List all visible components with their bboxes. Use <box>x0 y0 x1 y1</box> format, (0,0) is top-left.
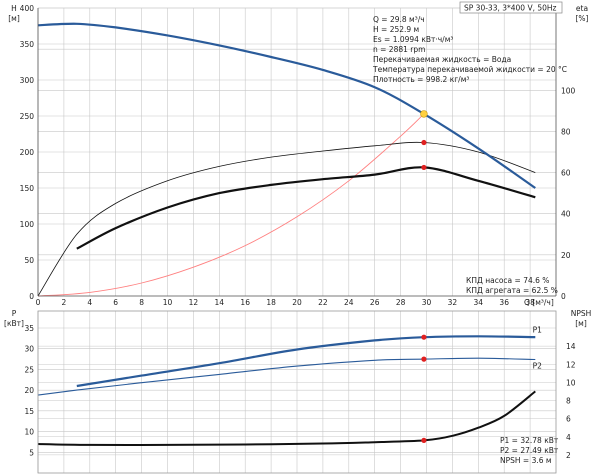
x-tick-label: 36 <box>499 298 509 307</box>
x-tick-label: 30 <box>422 298 432 307</box>
info-line: Плотность = 998.2 кг/м³ <box>373 75 469 84</box>
y-tick-label: 350 <box>20 40 35 49</box>
y-tick-label: 10 <box>24 428 34 437</box>
y-tick-label: 300 <box>20 76 35 85</box>
unit-efficiency-curve <box>76 166 536 250</box>
info-line: n = 2881 rpm <box>373 45 425 54</box>
x-tick-label: 14 <box>215 298 225 307</box>
pump-efficiency-point <box>421 139 427 146</box>
lower-duty-point <box>421 437 427 443</box>
y-right-tick-label: 4 <box>566 433 571 442</box>
y-right-tick-label: 8 <box>566 397 571 406</box>
y-right-tick-label: 80 <box>561 127 571 136</box>
y-tick-label: 250 <box>20 112 35 121</box>
info-line: Q = 29.8 м³/ч <box>373 15 425 24</box>
duty-point <box>420 110 428 118</box>
x-tick-label: 8 <box>139 298 144 307</box>
series-label-p1: P1 <box>533 325 543 334</box>
y-tick-label: 100 <box>20 220 35 229</box>
x-tick-label: 24 <box>344 298 354 307</box>
y-right-tick-label: 14 <box>566 342 576 351</box>
y-tick-label: 20 <box>24 386 34 395</box>
y-axis-unit: [кВт] <box>4 319 24 328</box>
x-tick-label: 20 <box>292 298 302 307</box>
y-tick-label: 0 <box>29 292 34 301</box>
x-tick-label: 2 <box>62 298 67 307</box>
p1-curve <box>76 335 536 388</box>
power-line: P1 = 32.78 кВт <box>500 436 559 445</box>
pump-efficiency-curve <box>37 141 536 297</box>
y-right-axis-label: NPSH <box>571 309 592 318</box>
npsh-curve <box>37 390 536 447</box>
y-right-axis-label: eta <box>576 4 588 13</box>
x-tick-label: 22 <box>318 298 328 307</box>
pump-title-box <box>459 1 563 14</box>
x-tick-label: 38 <box>525 298 535 307</box>
system-curve <box>37 113 425 297</box>
x-tick-label: 32 <box>448 298 458 307</box>
pump-title: SP 30-33, 3*400 V, 50Hz <box>464 4 557 13</box>
x-tick-label: 16 <box>240 298 250 307</box>
y-right-axis-unit: [%] <box>576 14 589 23</box>
y-right-axis-unit: [м] <box>575 319 587 328</box>
y-tick-label: 15 <box>24 407 34 416</box>
info-line: Перекачиваемая жидкость = Вода <box>373 55 511 64</box>
x-tick-label: 12 <box>189 298 199 307</box>
power-line: P2 = 27.49 кВт <box>500 446 559 455</box>
x-tick-label: 28 <box>396 298 406 307</box>
lower-duty-point <box>421 356 427 362</box>
y-right-tick-label: 20 <box>561 251 571 260</box>
x-tick-label: 0 <box>36 298 41 307</box>
y-right-tick-label: 40 <box>561 210 571 219</box>
x-tick-label: 10 <box>163 298 173 307</box>
y-tick-label: 5 <box>29 448 34 457</box>
y-right-tick-label: 0 <box>561 292 566 301</box>
y-right-tick-label: 2 <box>566 451 571 460</box>
y-tick-label: 35 <box>24 324 34 333</box>
y-right-tick-label: 60 <box>561 169 571 178</box>
y-tick-label: 25 <box>24 365 34 374</box>
lower-duty-point <box>421 334 427 340</box>
x-tick-label: 18 <box>266 298 276 307</box>
x-tick-label: 6 <box>113 298 118 307</box>
y-tick-label: 400 <box>20 4 35 13</box>
x-tick-label: 4 <box>87 298 92 307</box>
operating-point-info: Q = 29.8 м³/ч H = 252.9 м Es = 1.0994 кВ… <box>372 15 567 84</box>
p2-curve <box>37 357 536 396</box>
y-axis-label: P <box>12 309 17 318</box>
x-tick-label: 34 <box>474 298 484 307</box>
y-tick-label: 50 <box>24 256 34 265</box>
power-npsh-info: P1 = 32.78 кВт P2 = 27.49 кВт NPSH = 3.6… <box>500 436 559 465</box>
y-axis-unit: [м] <box>8 14 20 23</box>
y-axis-label: H <box>11 4 17 13</box>
info-line: H = 252.9 м <box>373 25 419 34</box>
info-line: Температура перекачиваемой жидкости = 20… <box>372 65 567 74</box>
y-tick-label: 30 <box>24 345 34 354</box>
head-curve <box>37 22 536 189</box>
eff-line: КПД агрегата = 62.5 % <box>466 286 558 295</box>
y-right-tick-label: 6 <box>566 415 571 424</box>
x-tick-label: 26 <box>370 298 380 307</box>
info-line: Es = 1.0994 кВт·ч/м³ <box>373 35 453 44</box>
y-right-tick-label: 100 <box>561 86 576 95</box>
lower-plot-frame <box>37 310 557 474</box>
y-right-tick-label: 10 <box>566 378 576 387</box>
power-line: NPSH = 3.6 м <box>500 456 552 465</box>
x-axis-label: Q [м³/ч] <box>524 298 554 307</box>
efficiency-info: КПД насоса = 74.6 % КПД агрегата = 62.5 … <box>466 276 558 295</box>
y-tick-label: 150 <box>20 184 35 193</box>
y-right-tick-label: 12 <box>566 360 576 369</box>
unit-efficiency-point <box>421 164 427 171</box>
series-label-p2: P2 <box>533 361 543 370</box>
eff-line: КПД насоса = 74.6 % <box>466 276 549 285</box>
y-tick-label: 200 <box>20 148 35 157</box>
